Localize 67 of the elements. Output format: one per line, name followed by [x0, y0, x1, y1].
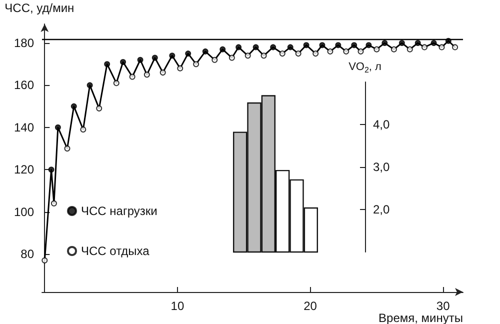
y-tick-label: 140	[14, 120, 34, 134]
point	[86, 82, 93, 88]
point	[270, 44, 276, 50]
point	[398, 40, 405, 46]
point	[335, 42, 342, 48]
y-tick-label: 180	[14, 36, 34, 50]
point	[382, 40, 388, 46]
point	[120, 58, 126, 65]
point	[113, 80, 120, 86]
point	[212, 56, 218, 63]
point	[129, 74, 136, 80]
x-tick-label: 10	[170, 299, 184, 313]
point	[48, 166, 54, 173]
point	[414, 40, 421, 46]
x-tick-label: 30	[436, 299, 450, 313]
point	[137, 56, 144, 63]
point	[42, 257, 48, 264]
point	[366, 42, 372, 48]
point	[104, 61, 110, 68]
y-tick-label: 100	[14, 204, 34, 219]
point	[295, 50, 302, 57]
point	[144, 72, 150, 78]
y-tick-label: 3,0	[373, 160, 390, 174]
point	[343, 48, 350, 54]
point	[390, 46, 397, 52]
point	[80, 126, 86, 133]
point	[54, 124, 61, 130]
point	[50, 200, 57, 206]
point	[160, 70, 166, 76]
point	[152, 54, 158, 61]
point	[303, 42, 310, 48]
point	[236, 44, 242, 50]
y-tick-label: 120	[14, 162, 34, 177]
point	[96, 105, 102, 112]
point	[327, 48, 334, 54]
x-tick-label: 20	[304, 299, 318, 313]
point	[169, 52, 176, 59]
point	[70, 103, 77, 110]
point	[177, 65, 184, 72]
point	[430, 40, 437, 46]
y-tick-label: 4,0	[373, 118, 390, 132]
point	[64, 146, 70, 152]
point	[252, 44, 259, 50]
y-tick-label: 2,0	[373, 202, 390, 216]
y-axis-title: ЧСС, уд/мин	[4, 1, 74, 15]
point	[260, 52, 267, 59]
point	[185, 50, 192, 57]
point	[287, 44, 294, 50]
point	[319, 42, 326, 48]
point	[421, 44, 428, 50]
point	[279, 50, 286, 57]
point	[351, 42, 358, 48]
point	[452, 44, 458, 50]
y-tick-label: 80	[20, 247, 34, 262]
point	[193, 61, 200, 68]
y-tick-label: 160	[14, 78, 34, 92]
point	[220, 46, 226, 52]
legend-label: ЧСС нагрузки	[81, 204, 158, 218]
point	[438, 44, 445, 50]
point	[358, 48, 364, 54]
point	[374, 46, 380, 52]
point	[244, 52, 251, 59]
point	[202, 48, 208, 54]
point	[406, 46, 413, 52]
point	[312, 50, 319, 57]
point	[228, 54, 235, 61]
legend-label: ЧСС отдыха	[81, 244, 150, 258]
